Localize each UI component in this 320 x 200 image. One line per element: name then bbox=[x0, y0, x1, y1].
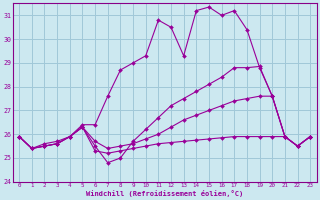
X-axis label: Windchill (Refroidissement éolien,°C): Windchill (Refroidissement éolien,°C) bbox=[86, 190, 243, 197]
